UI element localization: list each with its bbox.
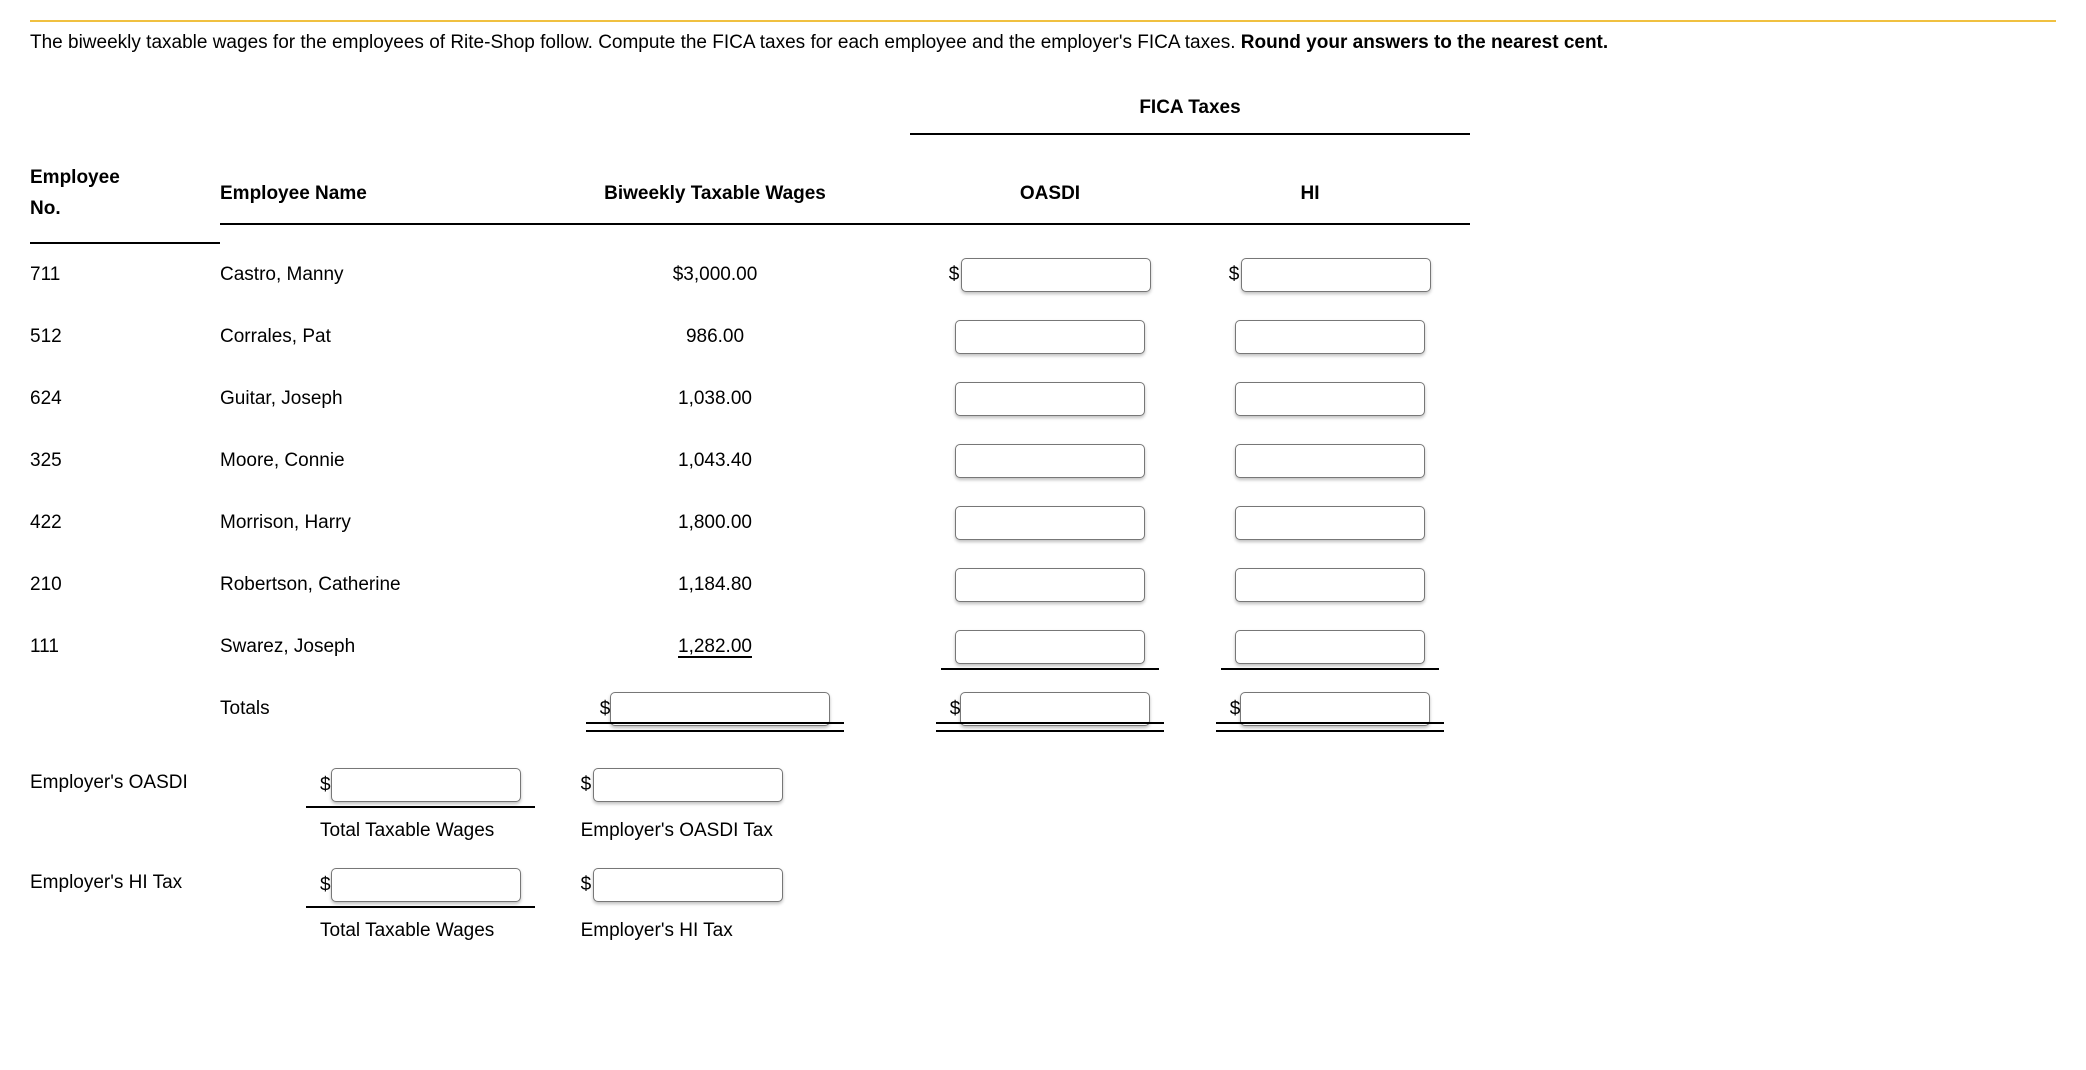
totals-hi-cell: $ (1190, 678, 1470, 740)
payroll-table: FICA Taxes Employee No. Employee Name Bi… (30, 97, 2056, 740)
totals-label: Totals (220, 684, 520, 734)
oasdi-input[interactable] (955, 506, 1145, 540)
table-row-name: Swarez, Joseph (220, 622, 520, 672)
table-row-oasdi-cell (910, 492, 1190, 554)
hi-input[interactable] (1235, 506, 1425, 540)
table-row-no: 711 (30, 250, 220, 300)
fica-super-header: FICA Taxes (910, 97, 1470, 135)
employer-oasdi-row: Employer's OASDI $ Total Taxable Wages $… (30, 768, 2056, 842)
table-row-hi-cell (1190, 616, 1470, 678)
table-row-wages: 1,282.00 (520, 622, 910, 672)
dollar-sign: $ (1229, 264, 1240, 286)
table-row-hi-cell: $ (1190, 244, 1470, 306)
hi-input[interactable] (1235, 630, 1425, 664)
table-row-hi-cell (1190, 492, 1470, 554)
employer-hi-total-wages-caption: Total Taxable Wages (320, 906, 494, 942)
dollar-sign: $ (320, 875, 331, 896)
totals-blank (30, 695, 220, 723)
dollar-sign: $ (950, 699, 961, 720)
employer-hi-row: Employer's HI Tax $ Total Taxable Wages … (30, 868, 2056, 942)
table-row-wages: 1,043.40 (520, 436, 910, 486)
header-employee-no-l1: Employee (30, 167, 120, 188)
oasdi-input[interactable] (955, 382, 1145, 416)
totals-oasdi-input[interactable] (960, 692, 1150, 726)
dollar-sign: $ (320, 775, 331, 796)
instructions-body: The biweekly taxable wages for the emplo… (30, 32, 1241, 53)
employer-hi-tax-caption: Employer's HI Tax (581, 906, 733, 942)
table-row-no: 422 (30, 498, 220, 548)
employer-oasdi-label: Employer's OASDI (30, 768, 260, 794)
table-row-wages: 1,038.00 (520, 374, 910, 424)
hi-input[interactable] (1235, 568, 1425, 602)
employer-oasdi-tax-caption: Employer's OASDI Tax (581, 806, 773, 842)
header-employee-no: Employee No. (30, 153, 220, 244)
instructions-text: The biweekly taxable wages for the emplo… (30, 28, 2056, 57)
hi-input[interactable] (1241, 258, 1431, 292)
employer-oasdi-tax-input[interactable] (593, 768, 783, 802)
oasdi-input[interactable] (955, 568, 1145, 602)
table-row-no: 111 (30, 622, 220, 672)
totals-wages-cell: $ (520, 678, 910, 740)
hi-input[interactable] (1235, 444, 1425, 478)
instructions-bold: Round your answers to the nearest cent. (1241, 32, 1608, 53)
header-oasdi: OASDI (910, 173, 1190, 225)
table-row-no: 512 (30, 312, 220, 362)
table-row-wages: 986.00 (520, 312, 910, 362)
table-row-name: Robertson, Catherine (220, 560, 520, 610)
totals-wages-input[interactable] (610, 692, 830, 726)
header-employee-name: Employee Name (220, 173, 520, 225)
table-row-hi-cell (1190, 430, 1470, 492)
header-wages: Biweekly Taxable Wages (520, 173, 910, 225)
table-row-oasdi-cell (910, 430, 1190, 492)
oasdi-input[interactable] (961, 258, 1151, 292)
employer-oasdi-tax-stack: $ Employer's OASDI Tax (581, 768, 784, 842)
dollar-sign: $ (600, 699, 611, 720)
table-row-name: Guitar, Joseph (220, 374, 520, 424)
totals-hi-input[interactable] (1240, 692, 1430, 726)
header-employee-no-l2: No. (30, 198, 61, 219)
table-row-name: Castro, Manny (220, 250, 520, 300)
employer-oasdi-wages-stack: $ Total Taxable Wages (320, 768, 521, 842)
table-row-name: Morrison, Harry (220, 498, 520, 548)
table-row-wages: 1,184.80 (520, 560, 910, 610)
header-hi: HI (1190, 173, 1470, 225)
table-row-no: 210 (30, 560, 220, 610)
oasdi-input[interactable] (955, 320, 1145, 354)
table-row-hi-cell (1190, 306, 1470, 368)
table-row-wages-text: 1,282.00 (678, 636, 752, 657)
table-row-oasdi-cell (910, 306, 1190, 368)
table-row-oasdi-cell (910, 616, 1190, 678)
table-row-name: Corrales, Pat (220, 312, 520, 362)
employer-hi-label: Employer's HI Tax (30, 868, 260, 894)
hi-input[interactable] (1235, 382, 1425, 416)
table-row-oasdi-cell: $ (910, 244, 1190, 306)
employer-hi-tax-stack: $ Employer's HI Tax (581, 868, 784, 942)
table-row-hi-cell (1190, 368, 1470, 430)
table-row-hi-cell (1190, 554, 1470, 616)
table-row-wages: $3,000.00 (520, 250, 910, 300)
table-row-wages: 1,800.00 (520, 498, 910, 548)
dollar-sign: $ (949, 264, 960, 286)
employer-hi-wages-stack: $ Total Taxable Wages (320, 868, 521, 942)
accent-rule (30, 20, 2056, 22)
employer-total-wages-caption: Total Taxable Wages (320, 806, 494, 842)
table-row-oasdi-cell (910, 368, 1190, 430)
table-row-name: Moore, Connie (220, 436, 520, 486)
employer-hi-tax-input[interactable] (593, 868, 783, 902)
hi-input[interactable] (1235, 320, 1425, 354)
employer-total-wages-input[interactable] (331, 768, 521, 802)
oasdi-input[interactable] (955, 630, 1145, 664)
table-row-no: 624 (30, 374, 220, 424)
dollar-sign: $ (581, 874, 592, 896)
employer-hi-total-wages-input[interactable] (331, 868, 521, 902)
dollar-sign: $ (581, 774, 592, 796)
oasdi-input[interactable] (955, 444, 1145, 478)
table-row-no: 325 (30, 436, 220, 486)
dollar-sign: $ (1230, 699, 1241, 720)
totals-oasdi-cell: $ (910, 678, 1190, 740)
table-row-oasdi-cell (910, 554, 1190, 616)
employer-section: Employer's OASDI $ Total Taxable Wages $… (30, 768, 2056, 942)
